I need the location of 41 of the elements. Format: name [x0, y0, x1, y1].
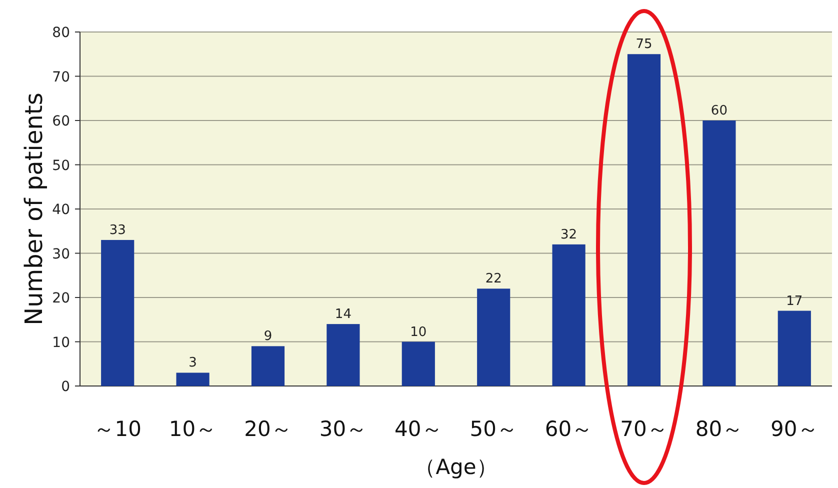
bar — [176, 372, 210, 386]
bar — [477, 288, 510, 386]
x-tick-label: 10～ — [168, 417, 217, 441]
data-label: 33 — [109, 222, 126, 238]
bar — [101, 240, 134, 386]
y-tick-label: 30 — [52, 246, 70, 262]
data-label: 14 — [334, 307, 352, 322]
data-label: 3 — [188, 356, 197, 371]
x-tick-label: 40～ — [394, 417, 442, 441]
x-tick-label: 90～ — [770, 417, 818, 441]
y-tick-label: 20 — [52, 290, 70, 306]
data-label: 32 — [560, 227, 578, 242]
x-axis-title: （Age） — [414, 455, 498, 479]
data-label: 10 — [410, 324, 427, 340]
x-tick-label: ～10 — [94, 417, 142, 441]
y-axis-title: Number of patients — [20, 92, 48, 326]
bar — [402, 342, 435, 386]
y-tick-label: 0 — [61, 379, 70, 395]
data-label: 60 — [710, 104, 728, 118]
x-tick-label: 30～ — [319, 417, 368, 441]
data-label: 17 — [786, 294, 803, 309]
x-tick-label: 60～ — [544, 417, 593, 441]
y-tick-label: 60 — [52, 114, 70, 130]
data-label: 9 — [264, 329, 272, 344]
x-tick-label: 70～ — [620, 417, 668, 441]
bar — [326, 324, 360, 386]
data-label: 22 — [485, 272, 502, 287]
y-tick-label: 40 — [52, 202, 70, 218]
bar — [251, 346, 285, 386]
bar — [627, 54, 661, 386]
y-tick-label: 50 — [52, 158, 70, 174]
y-tick-label: 70 — [52, 69, 70, 86]
data-label: 75 — [636, 37, 652, 52]
x-tick-label: 20～ — [244, 417, 292, 441]
y-tick-label: 10 — [52, 334, 70, 351]
bar — [552, 244, 586, 386]
y-tick-label: 80 — [52, 25, 70, 41]
x-tick-label: 50～ — [470, 417, 518, 441]
x-tick-label: 80～ — [695, 417, 744, 441]
bar — [778, 310, 811, 386]
bar — [702, 120, 736, 386]
